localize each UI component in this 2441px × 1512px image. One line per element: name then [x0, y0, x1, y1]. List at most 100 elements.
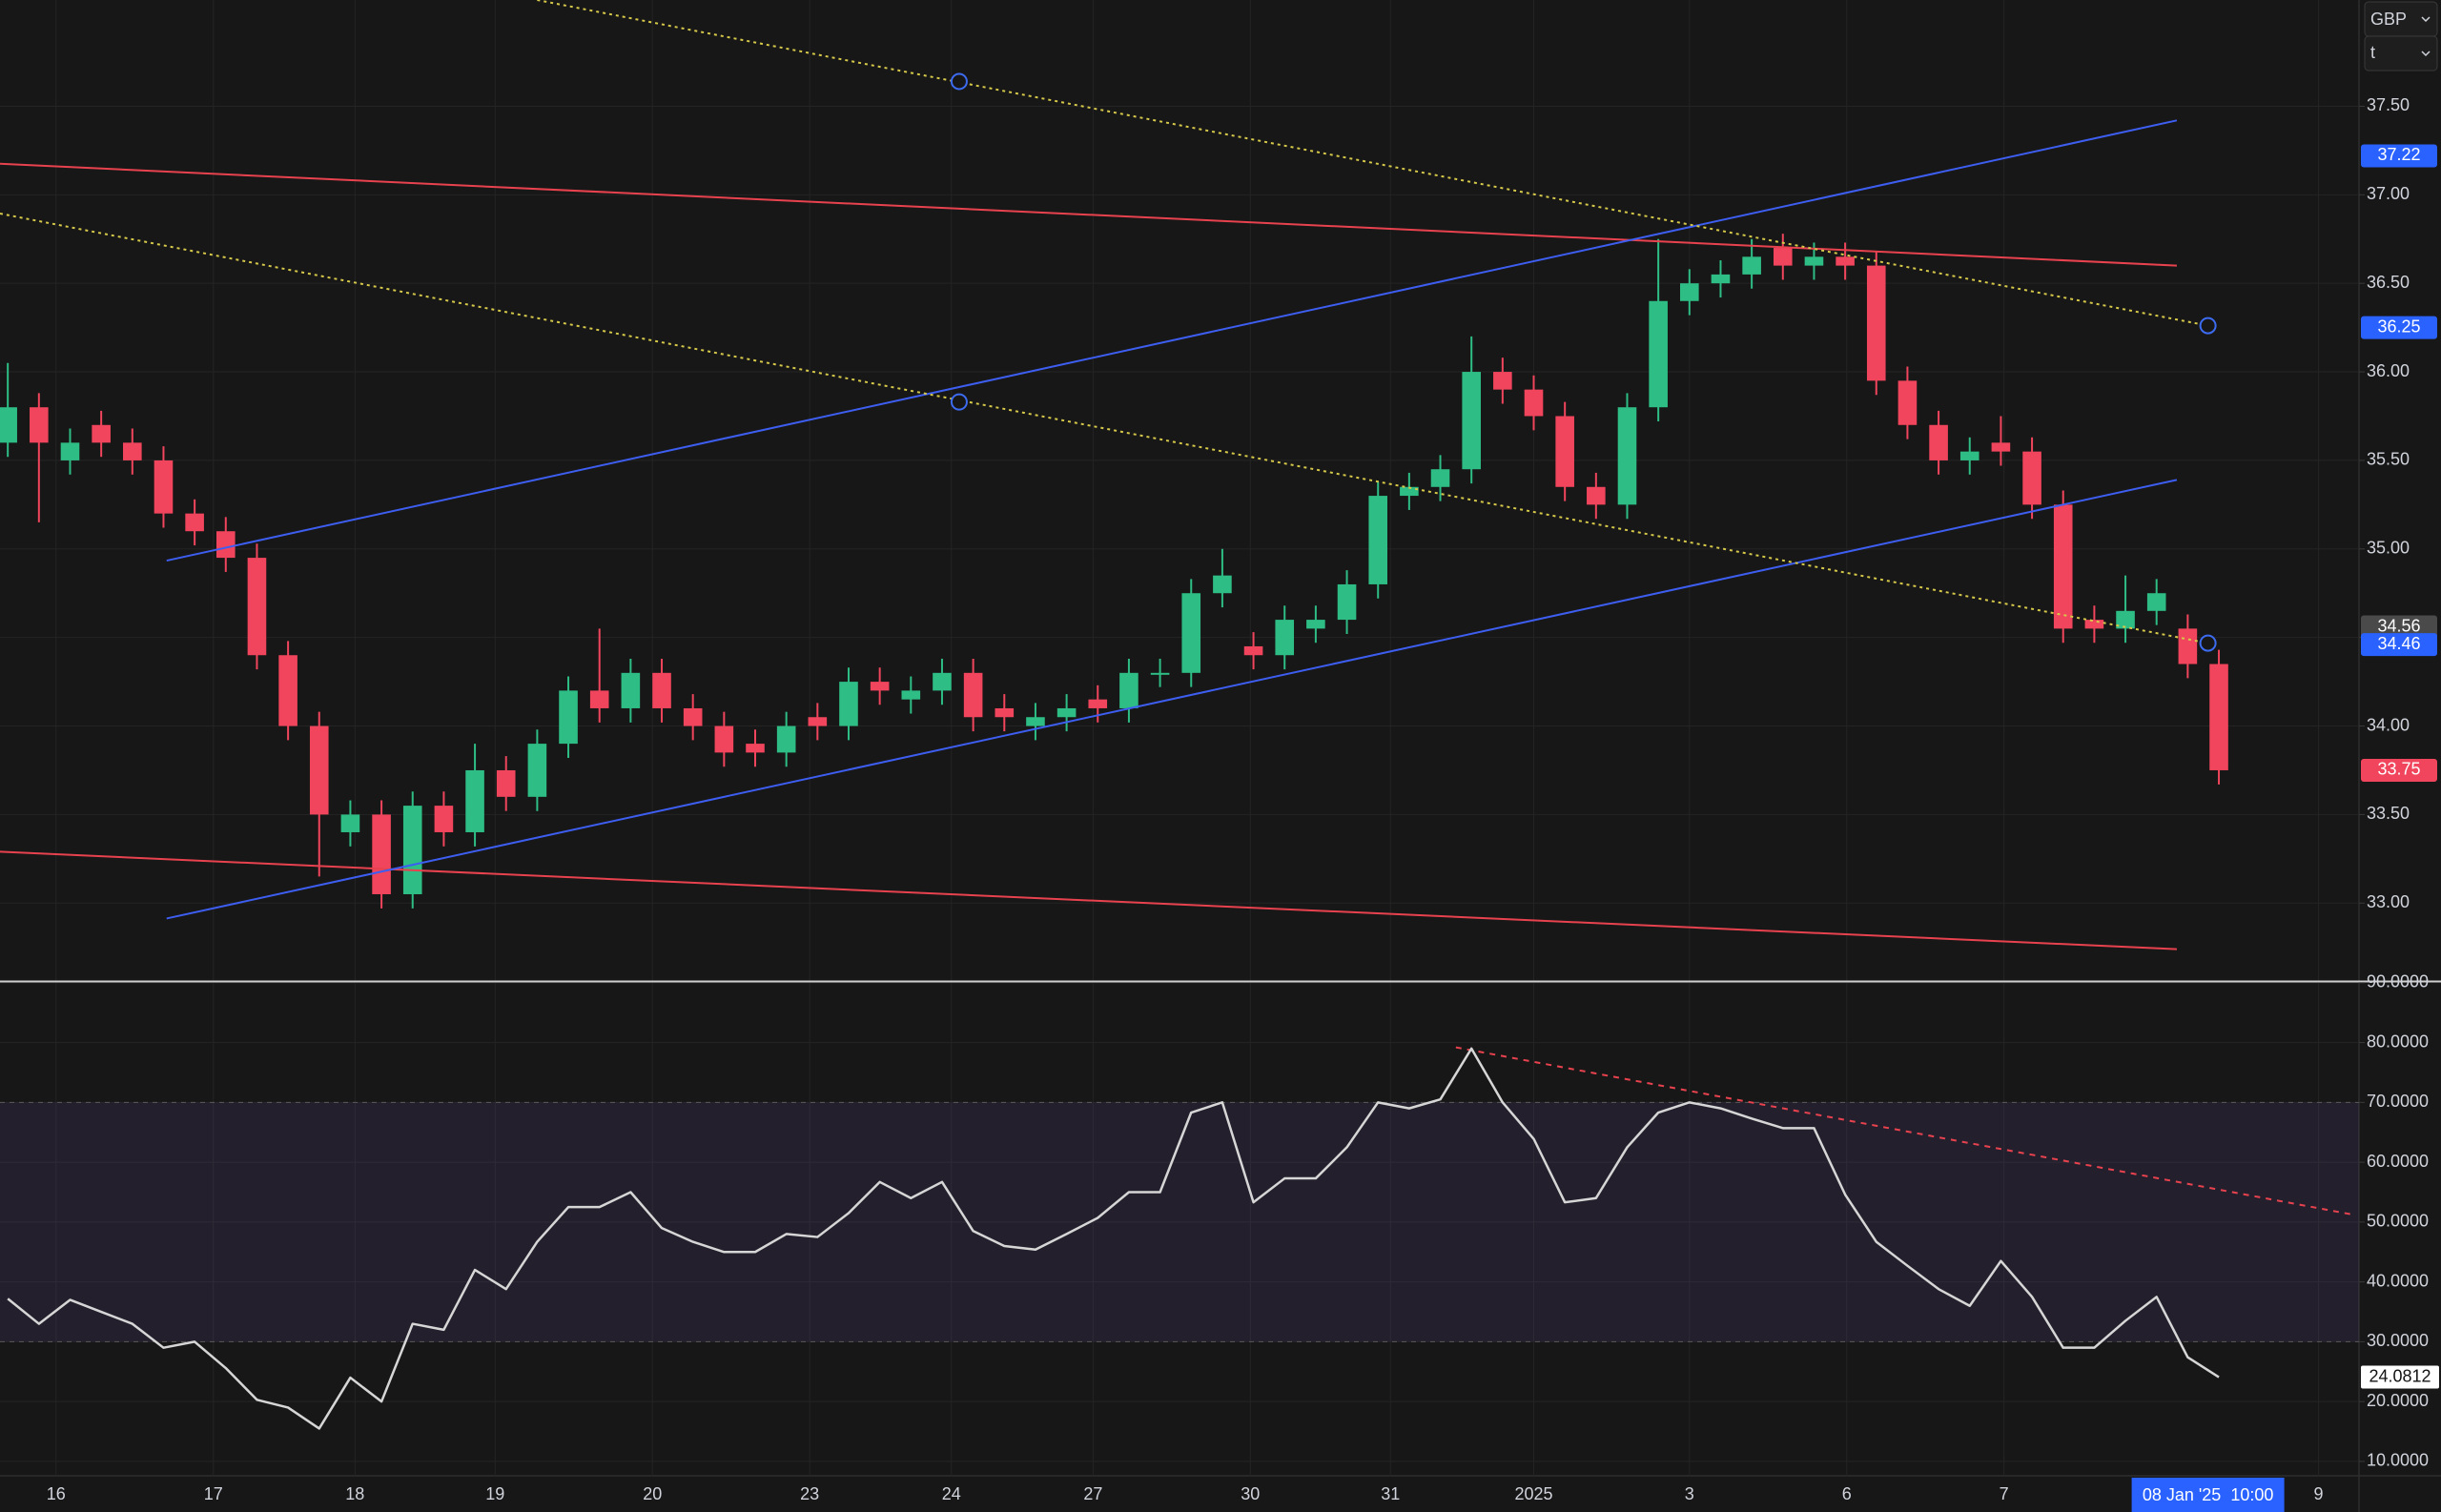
price-label-box — [2361, 615, 2437, 639]
y-tick-label: 36.00 — [2367, 361, 2410, 380]
line-handle — [2199, 634, 2217, 652]
candle-body — [527, 744, 547, 797]
candle-body — [1587, 486, 1606, 505]
candle-body — [870, 682, 890, 691]
candle-body — [1524, 389, 1544, 417]
candle-body — [776, 725, 796, 753]
candle-body — [340, 814, 360, 832]
last-value-box — [2361, 1365, 2439, 1389]
candle-body — [92, 424, 111, 443]
line-handle — [2199, 317, 2217, 335]
time-axis-area — [0, 1476, 2359, 1512]
interval-box[interactable] — [2364, 35, 2438, 72]
y-tick-label: 33.00 — [2367, 892, 2410, 911]
currency-select[interactable]: GBP — [2364, 1, 2438, 37]
currency-label[interactable]: GBP — [2370, 10, 2407, 29]
interval-label[interactable]: t — [2370, 43, 2375, 62]
x-tick-label: 20 — [643, 1484, 662, 1503]
price-label: 37.22 — [2377, 145, 2420, 164]
candle-body — [933, 672, 952, 691]
x-tick-label: 18 — [345, 1484, 364, 1503]
x-tick-label: 7 — [2000, 1484, 2009, 1503]
candle-body — [1243, 645, 1263, 656]
x-tick-label: 9 — [2314, 1484, 2324, 1503]
candle-body — [714, 725, 734, 753]
candle-body — [1493, 372, 1512, 390]
candle-body — [1866, 265, 1886, 381]
candle-body — [1929, 424, 1948, 460]
candle-body — [901, 690, 921, 700]
candle-body — [309, 725, 329, 815]
candle-body — [1555, 416, 1574, 487]
trend-line — [0, 213, 2208, 644]
candle-body — [2209, 664, 2228, 770]
crosshair-time-label: 08 Jan '25 10:00 — [2143, 1485, 2274, 1504]
candle-body — [434, 806, 454, 832]
candle-body — [60, 442, 80, 460]
candle-body — [1056, 707, 1077, 718]
trend-line — [1455, 1046, 2355, 1216]
candle-body — [683, 707, 703, 726]
x-tick-label: 19 — [485, 1484, 504, 1503]
candle-body — [1897, 380, 1918, 425]
candle-body — [1337, 583, 1357, 621]
plot-layer — [0, 0, 2359, 1476]
candle-body — [1430, 469, 1450, 487]
candle-body — [963, 672, 983, 718]
candle-body — [1368, 496, 1388, 584]
candle-body — [589, 690, 609, 708]
y-tick-label: 10.0000 — [2367, 1451, 2429, 1470]
y-tick-label: 33.50 — [2367, 804, 2410, 823]
y-tick-label: 35.00 — [2367, 539, 2410, 558]
trend-line — [166, 479, 2178, 920]
candle-body — [1991, 442, 2011, 452]
price-axis-area — [2359, 0, 2441, 1512]
x-tick-label: 3 — [1685, 1484, 1694, 1503]
candle-body — [1306, 620, 1325, 629]
candle-body — [1026, 717, 1045, 726]
x-tick-label: 2025 — [1514, 1484, 1552, 1503]
x-tick-label: 31 — [1381, 1484, 1400, 1503]
candle-body — [2053, 504, 2073, 629]
candle-body — [1088, 699, 1108, 708]
candle-body — [1275, 620, 1295, 656]
candle-body — [465, 769, 484, 832]
y-tick-label: 37.00 — [2367, 184, 2410, 203]
x-tick-label: 24 — [942, 1484, 961, 1503]
y-tick-label: 30.0000 — [2367, 1331, 2429, 1350]
candle-body — [1150, 672, 1170, 675]
candle-body — [402, 806, 422, 894]
candle-body — [2022, 451, 2041, 505]
rsi-band — [0, 1102, 2359, 1342]
candle-body — [1680, 283, 1699, 301]
interval-select[interactable]: t — [2364, 35, 2438, 72]
candle-body — [2178, 628, 2198, 664]
candle-body — [1213, 575, 1232, 594]
candle-body — [1462, 372, 1481, 470]
x-tick-label: 16 — [47, 1484, 66, 1503]
y-tick-label: 90.0000 — [2367, 972, 2429, 991]
line-handle — [950, 72, 968, 91]
candle-body — [839, 682, 858, 726]
candle-body — [496, 769, 516, 797]
x-tick-label: 27 — [1083, 1484, 1102, 1503]
x-tick-label: 30 — [1241, 1484, 1260, 1503]
candle-body — [154, 460, 174, 514]
candle-body — [1959, 451, 1979, 460]
candle-body — [559, 690, 578, 745]
x-tick-label: 23 — [800, 1484, 819, 1503]
price-label-box — [2361, 144, 2437, 168]
x-tick-label: 17 — [204, 1484, 223, 1503]
y-tick-label: 80.0000 — [2367, 1032, 2429, 1051]
y-tick-label: 40.0000 — [2367, 1271, 2429, 1290]
candle-body — [652, 672, 671, 708]
candle-body — [2084, 620, 2104, 629]
crosshair-time-box — [2131, 1478, 2285, 1512]
candle-body — [185, 513, 204, 532]
candle-body — [372, 814, 391, 894]
candle-body — [247, 558, 267, 656]
y-tick-label: 20.0000 — [2367, 1391, 2429, 1410]
candle-body — [2116, 610, 2135, 629]
